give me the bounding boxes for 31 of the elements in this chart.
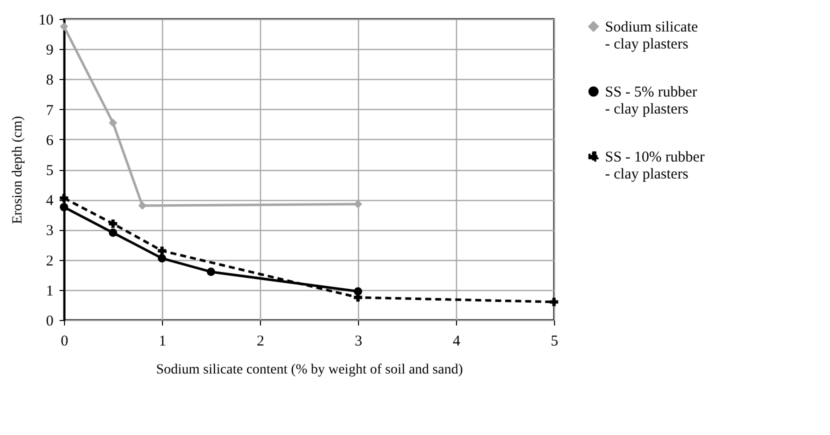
point	[158, 246, 166, 255]
y-tick-label: 0	[46, 314, 54, 330]
x-tick-label: 3	[354, 334, 362, 350]
y-tick-label: 5	[46, 163, 54, 179]
y-tick-label: 10	[38, 12, 54, 28]
y-tick-label: 3	[46, 223, 54, 240]
legend-label: SS - 5% rubber - clay plasters	[605, 84, 698, 118]
legend-label: SS - 10% rubber - clay plasters	[605, 150, 705, 182]
point	[108, 118, 118, 128]
x-tick-label: 5	[550, 334, 558, 350]
x-tick-label: 0	[60, 334, 68, 350]
point	[158, 254, 166, 262]
y-tick-label: 7	[46, 102, 54, 119]
point	[60, 202, 68, 212]
point	[60, 22, 68, 31]
point	[108, 219, 118, 228]
point	[108, 228, 118, 237]
x-tick-label: 4	[452, 334, 461, 350]
x-axis-title: Sodium silicate content (% by weight of soil and sand)	[156, 362, 464, 378]
y-tick-label: 6	[46, 132, 54, 149]
y-tick-label: 2	[46, 253, 54, 270]
x-tick-label: 1	[158, 334, 166, 350]
x-tick-label: 2	[256, 334, 264, 350]
y-tick-label: 9	[46, 42, 54, 59]
y-tick-label: 4	[46, 193, 54, 210]
y-tick-label: 8	[46, 72, 54, 89]
point	[206, 268, 216, 276]
y-tick-label: 1	[46, 283, 54, 300]
point	[60, 194, 68, 202]
legend-label: Sodium silicate - clay plasters	[605, 20, 698, 52]
y-axis-title: Erosion depth (cm)	[10, 116, 26, 224]
